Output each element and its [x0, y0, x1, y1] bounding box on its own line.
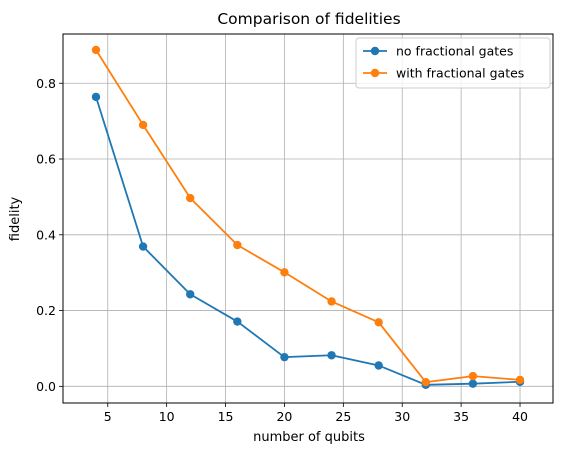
x-tick-label: 25: [335, 409, 351, 424]
data-point: [280, 352, 289, 362]
legend-box: [355, 37, 551, 89]
legend-marker: [370, 46, 380, 56]
y-tick-label: 0.2: [36, 303, 56, 318]
data-point: [186, 290, 195, 299]
data-point: [327, 297, 336, 306]
x-tick-label: 20: [276, 409, 292, 424]
y-tick-label: 0.4: [36, 227, 56, 242]
data-point: [421, 377, 430, 387]
legend: no fractional gates with fractional gates: [355, 37, 551, 89]
chart-title: Comparison of fidelities: [217, 10, 400, 28]
data-point: [280, 268, 289, 277]
series-line: [95, 96, 521, 386]
series-2: [91, 45, 525, 387]
data-point: [374, 361, 383, 370]
legend-label: no fractional gates: [396, 44, 513, 59]
grid-lines: [63, 34, 553, 403]
data-point: [91, 92, 101, 102]
x-axis-label: number of qubits: [253, 430, 365, 445]
y-axis-label: fidelity: [8, 196, 23, 241]
data-point: [515, 375, 525, 385]
series-line: [95, 49, 521, 384]
legend-marker: [370, 68, 380, 78]
data-point: [374, 318, 383, 327]
series-layer: [91, 45, 525, 390]
x-tick-label: 35: [453, 409, 469, 424]
x-tick-label: 30: [394, 409, 410, 424]
data-point: [233, 317, 242, 326]
series-1: [91, 92, 525, 390]
data-point: [186, 193, 195, 203]
x-tick-label: 10: [159, 409, 175, 424]
data-point: [91, 45, 101, 55]
data-point: [138, 120, 148, 130]
axis-ticks: 5 10 15 20 25 30 35 40 0.0 0.2 0.4 0.6 0.8: [36, 76, 528, 424]
y-tick-label: 0.8: [36, 76, 56, 91]
data-point: [138, 242, 148, 251]
x-tick-label: 15: [218, 409, 234, 424]
data-point: [327, 351, 336, 360]
legend-label: with fractional gates: [396, 66, 524, 81]
y-tick-label: 0.6: [36, 152, 56, 167]
data-point: [233, 240, 242, 250]
x-tick-label: 40: [512, 409, 528, 424]
y-tick-label: 0.0: [36, 379, 56, 394]
data-point: [468, 371, 478, 381]
plot-area-frame: [62, 33, 554, 404]
x-tick-label: 5: [104, 409, 112, 424]
data-point: [468, 379, 478, 388]
